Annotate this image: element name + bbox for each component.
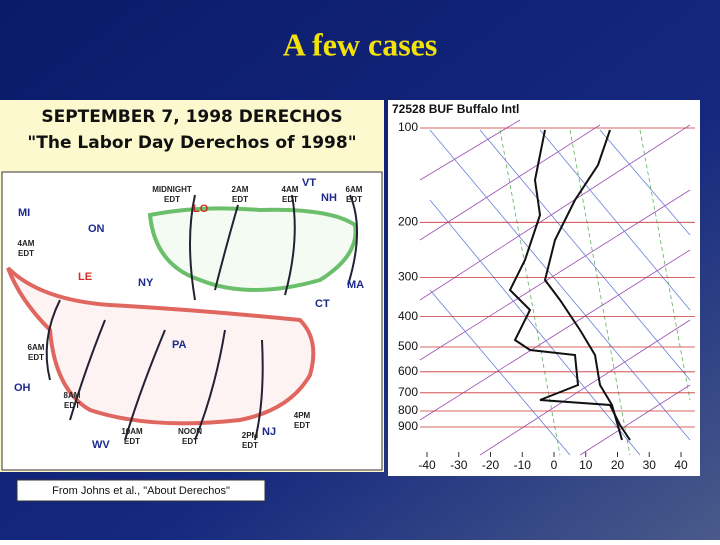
time-label: 6AM <box>28 343 45 352</box>
temperature-label: -30 <box>450 458 468 472</box>
time-labels: MIDNIGHTEDT2AMEDT4AMEDT6AMEDT4AMEDT6AMED… <box>18 185 363 450</box>
region-label: LE <box>78 271 92 283</box>
time-zone: EDT <box>124 437 140 446</box>
caption-box <box>16 479 266 502</box>
region-labels: MI ON LE NY LO VT NH MA CT PA OH WV NJ <box>14 177 364 451</box>
dewpoint-trace <box>508 129 631 441</box>
temperature-label: -20 <box>482 458 500 472</box>
time-zone: EDT <box>346 195 362 204</box>
pressure-label: 400 <box>398 309 418 323</box>
temperature-label: 0 <box>551 458 558 472</box>
time-label: MIDNIGHT <box>152 185 192 194</box>
region-label: CT <box>315 298 330 310</box>
derecho-swath-south <box>6 266 316 426</box>
pressure-label: 300 <box>398 270 418 284</box>
slide-title: A few cases <box>283 26 438 62</box>
temperature-label: -40 <box>418 458 436 472</box>
region-label: NY <box>138 277 154 289</box>
time-label: 6AM <box>346 185 363 194</box>
temperature-label: 10 <box>579 458 593 472</box>
region-label: ON <box>88 223 105 235</box>
region-label: NH <box>321 192 337 204</box>
derecho-swath-north <box>147 206 358 292</box>
time-label: 4AM <box>18 239 35 248</box>
pressure-label: 500 <box>398 339 418 353</box>
pressure-label: 900 <box>398 419 418 433</box>
temperature-label: 20 <box>611 458 625 472</box>
time-zone: EDT <box>18 249 34 258</box>
region-label: VT <box>302 177 316 189</box>
region-label: MA <box>347 279 364 291</box>
station-label: 72528 BUF Buffalo Intl <box>392 102 519 116</box>
skewt-axes: 100 200 300 400 500 600 700 800 900 -40 -30 -20 -10 0… <box>398 120 695 472</box>
time-label: 8AM <box>64 391 81 400</box>
time-zone: EDT <box>28 353 44 362</box>
region-label: WV <box>92 439 110 451</box>
time-zone: EDT <box>64 401 80 410</box>
isochrones <box>45 194 358 441</box>
pressure-label: 600 <box>398 364 418 378</box>
region-label: PA <box>172 339 187 351</box>
pressure-label: 800 <box>398 403 418 417</box>
pressure-label: 700 <box>398 385 418 399</box>
temperature-label: -10 <box>514 458 532 472</box>
time-label: NOON <box>178 427 202 436</box>
skewt-background <box>419 119 691 456</box>
time-zone: EDT <box>282 195 298 204</box>
map-title: SEPTEMBER 7, 1998 DERECHOS <box>41 107 342 127</box>
time-zone: EDT <box>242 441 258 450</box>
temperature-label: 30 <box>643 458 657 472</box>
time-label: 4PM <box>294 411 311 420</box>
time-zone: EDT <box>232 195 248 204</box>
region-label: NJ <box>262 426 276 438</box>
time-label: 2PM <box>242 431 259 440</box>
time-zone: EDT <box>294 421 310 430</box>
pressure-label: 200 <box>398 214 418 228</box>
region-label: OH <box>14 382 31 394</box>
time-label: 10AM <box>121 427 143 436</box>
map-subtitle: "The Labor Day Derechos of 1998" <box>27 133 356 153</box>
caption: From Johns et al., "About Derechos" <box>52 485 230 497</box>
time-label: 4AM <box>282 185 299 194</box>
pressure-label: 100 <box>398 120 418 134</box>
region-label: MI <box>18 207 30 219</box>
time-zone: EDT <box>164 195 180 204</box>
temperature-trace <box>543 129 623 441</box>
time-label: 2AM <box>232 185 249 194</box>
time-zone: EDT <box>182 437 198 446</box>
region-label: LO <box>193 203 209 215</box>
temperature-label: 40 <box>674 458 688 472</box>
skewt-panel <box>388 100 700 476</box>
